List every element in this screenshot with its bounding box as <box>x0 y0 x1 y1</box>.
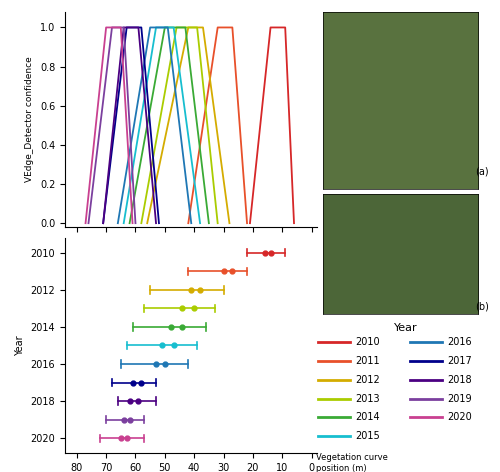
Text: (b): (b) <box>475 302 489 312</box>
Text: Vegetation curve
position (m): Vegetation curve position (m) <box>316 453 388 472</box>
Text: 2010: 2010 <box>356 337 380 347</box>
Y-axis label: VEdge_Detector confidence: VEdge_Detector confidence <box>26 57 35 182</box>
Text: 2020: 2020 <box>448 413 472 422</box>
Text: 2011: 2011 <box>356 356 380 366</box>
Text: 2017: 2017 <box>448 356 472 366</box>
Y-axis label: Year: Year <box>15 335 25 356</box>
Text: 2013: 2013 <box>356 394 380 404</box>
Text: 2016: 2016 <box>448 337 472 347</box>
Text: (a): (a) <box>476 167 489 177</box>
Text: Year: Year <box>394 323 418 333</box>
Text: 2019: 2019 <box>448 394 472 404</box>
Text: 2015: 2015 <box>356 431 380 441</box>
Text: 2018: 2018 <box>448 375 472 385</box>
Text: 2014: 2014 <box>356 413 380 422</box>
Text: 2012: 2012 <box>356 375 380 385</box>
